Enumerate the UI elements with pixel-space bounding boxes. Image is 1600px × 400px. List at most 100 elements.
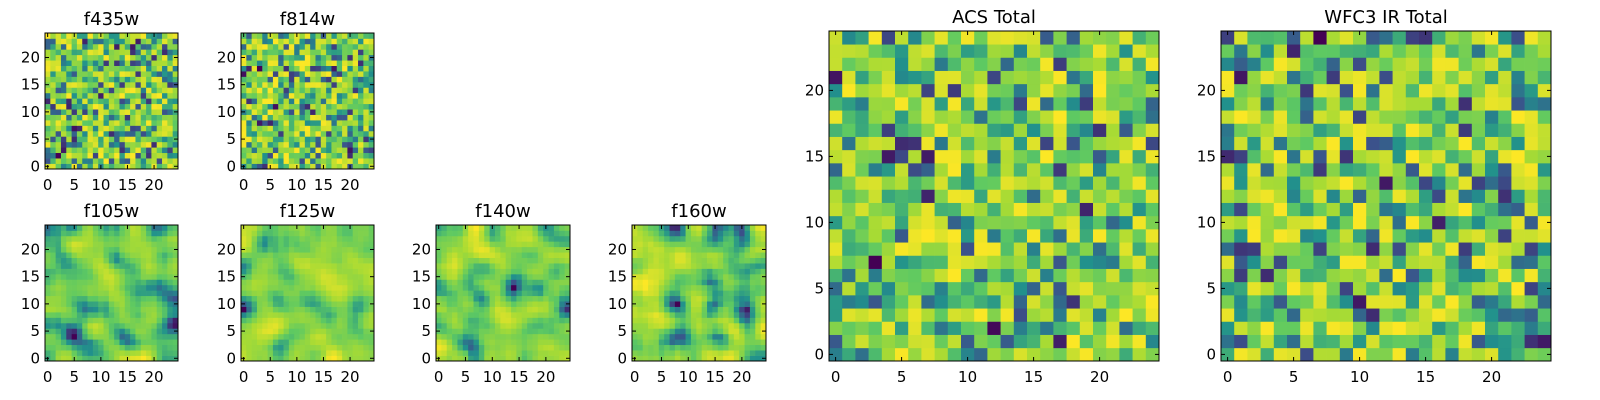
heatmap-cell xyxy=(87,344,94,351)
heatmap-cell xyxy=(246,38,252,45)
heatmap-cell xyxy=(283,235,290,242)
heatmap-cell xyxy=(537,344,544,351)
heatmap-cell xyxy=(299,355,306,362)
heatmap-cell xyxy=(108,235,115,242)
heatmap-cell xyxy=(707,246,713,253)
heatmap-cell xyxy=(468,344,474,351)
heatmap-cell xyxy=(267,350,274,356)
heatmap-cell xyxy=(685,257,692,264)
heatmap-cell xyxy=(1040,110,1054,124)
heatmap-cell xyxy=(358,60,364,66)
heatmap-cell xyxy=(108,65,115,72)
heatmap-cell xyxy=(315,322,322,329)
heatmap-cell xyxy=(478,263,485,269)
heatmap-cell xyxy=(76,43,83,50)
heatmap-cell xyxy=(156,43,163,50)
heatmap-cell xyxy=(908,268,922,283)
heatmap-cell xyxy=(246,136,252,143)
heatmap-cell xyxy=(363,87,370,94)
heatmap-cell xyxy=(167,49,174,56)
heatmap-cell xyxy=(855,70,869,85)
heatmap-cell xyxy=(66,87,72,94)
heatmap-cell xyxy=(246,284,252,291)
heatmap-cell xyxy=(436,263,442,269)
heatmap-cell xyxy=(755,333,761,340)
heatmap-cell xyxy=(1313,255,1327,269)
heatmap-cell xyxy=(55,263,62,269)
heatmap-cell xyxy=(648,306,654,313)
heatmap-cell xyxy=(310,350,316,356)
heatmap-cell xyxy=(119,333,126,340)
heatmap-cell xyxy=(363,81,370,88)
heatmap-cell xyxy=(653,252,660,258)
x-tick-label: 15 xyxy=(1024,368,1043,386)
heatmap-cell xyxy=(1511,295,1525,309)
heatmap-cell xyxy=(358,235,364,242)
heatmap-cell xyxy=(489,301,496,307)
heatmap-cell xyxy=(511,312,517,318)
heatmap-cell xyxy=(868,334,883,349)
heatmap-cell xyxy=(135,92,142,99)
heatmap-cell xyxy=(119,235,126,242)
heatmap-cell xyxy=(680,301,686,307)
heatmap-cell xyxy=(478,225,485,231)
heatmap-cell xyxy=(908,149,922,164)
heatmap-cell xyxy=(358,136,364,143)
heatmap-cell xyxy=(66,322,72,329)
heatmap-cell xyxy=(146,152,152,159)
heatmap-cell xyxy=(881,308,896,322)
heatmap-cell xyxy=(140,328,147,335)
heatmap-cell xyxy=(135,230,142,237)
heatmap-cell xyxy=(272,65,279,72)
heatmap-cell xyxy=(739,317,745,324)
heatmap-cell xyxy=(60,103,67,110)
heatmap-cell xyxy=(310,38,316,45)
heatmap-cell xyxy=(246,81,252,88)
heatmap-cell xyxy=(553,355,560,362)
heatmap-cell xyxy=(45,350,51,356)
heatmap-cell xyxy=(251,279,258,286)
heatmap-cell xyxy=(1287,255,1301,269)
heatmap-cell xyxy=(71,328,78,335)
heatmap-cell xyxy=(895,57,909,71)
heatmap-cell xyxy=(1132,70,1147,85)
heatmap-cell xyxy=(66,33,72,39)
heatmap-cell xyxy=(288,38,295,45)
heatmap-cell xyxy=(55,49,62,56)
heatmap-cell xyxy=(45,87,51,94)
heatmap-cell xyxy=(71,98,78,105)
heatmap-cell xyxy=(172,279,179,286)
heatmap-cell xyxy=(119,125,126,132)
heatmap-cell xyxy=(1079,83,1094,98)
heatmap-cell xyxy=(119,252,126,258)
heatmap-cell xyxy=(537,241,544,248)
heatmap-cell xyxy=(167,141,174,148)
heatmap-cell xyxy=(119,38,126,45)
heatmap-cell xyxy=(320,333,327,340)
heatmap-cell xyxy=(288,87,295,94)
heatmap-cell xyxy=(516,301,523,307)
heatmap-cell xyxy=(829,215,843,230)
heatmap-cell xyxy=(446,263,453,269)
heatmap-cell xyxy=(140,312,147,318)
heatmap-cell xyxy=(352,71,359,77)
heatmap-cell xyxy=(642,333,649,340)
heatmap-cell xyxy=(315,355,322,362)
heatmap-cell xyxy=(66,295,72,302)
heatmap-cell xyxy=(908,44,922,58)
heatmap-cell xyxy=(352,279,359,286)
heatmap-cell xyxy=(1366,321,1380,335)
heatmap-cell xyxy=(658,317,665,324)
heatmap-cell xyxy=(151,301,158,307)
heatmap-cell xyxy=(262,333,268,340)
heatmap-cell xyxy=(267,87,274,94)
heatmap-cell xyxy=(1093,334,1107,349)
heatmap-cell xyxy=(278,54,284,61)
heatmap-cell xyxy=(559,279,565,286)
heatmap-cell xyxy=(632,312,638,318)
heatmap-cell xyxy=(664,279,670,286)
heatmap-cell xyxy=(537,333,544,340)
heatmap-cell xyxy=(342,152,348,159)
heatmap-cell xyxy=(294,43,300,50)
heatmap-cell xyxy=(500,230,507,237)
